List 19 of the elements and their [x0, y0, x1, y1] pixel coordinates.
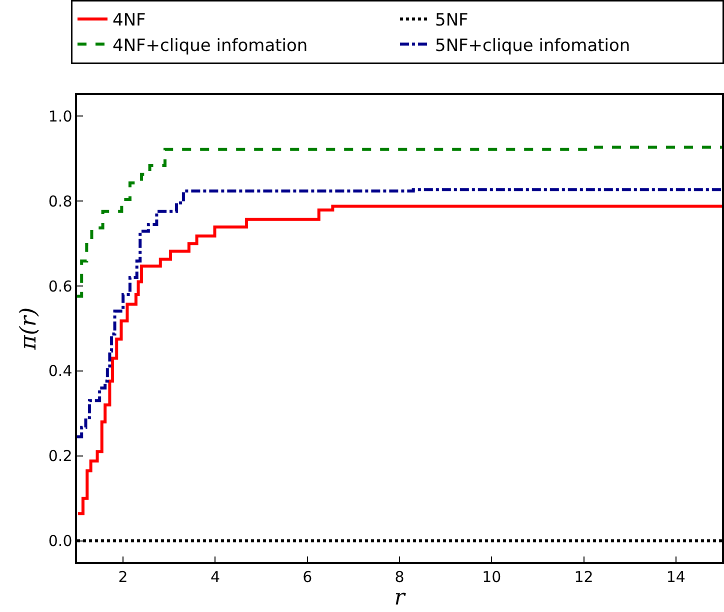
x-tick-label: 2	[118, 568, 128, 586]
x-axis-title: r	[394, 586, 406, 611]
x-tick-label: 6	[302, 568, 312, 586]
x-tick-label: 4	[210, 568, 220, 586]
legend-label: 5NF+clique infomation	[435, 36, 630, 56]
legend-label: 4NF+clique infomation	[112, 36, 308, 56]
y-axis-title: π(r)	[16, 307, 42, 351]
x-tick-label: 8	[394, 568, 404, 586]
x-tick-label: 14	[666, 568, 686, 586]
legend-label: 5NF	[435, 10, 468, 31]
x-tick-label: 12	[574, 568, 594, 586]
legend-label: 4NF	[112, 10, 146, 31]
x-tick-label: 10	[482, 568, 502, 586]
y-tick-label: 0.6	[48, 277, 72, 296]
y-tick-label: 0.2	[48, 447, 72, 466]
y-tick-label: 0.0	[48, 532, 72, 550]
y-tick-label: 0.4	[48, 362, 72, 380]
y-tick-label: 0.8	[48, 192, 72, 210]
y-tick-label: 1.0	[48, 107, 72, 126]
